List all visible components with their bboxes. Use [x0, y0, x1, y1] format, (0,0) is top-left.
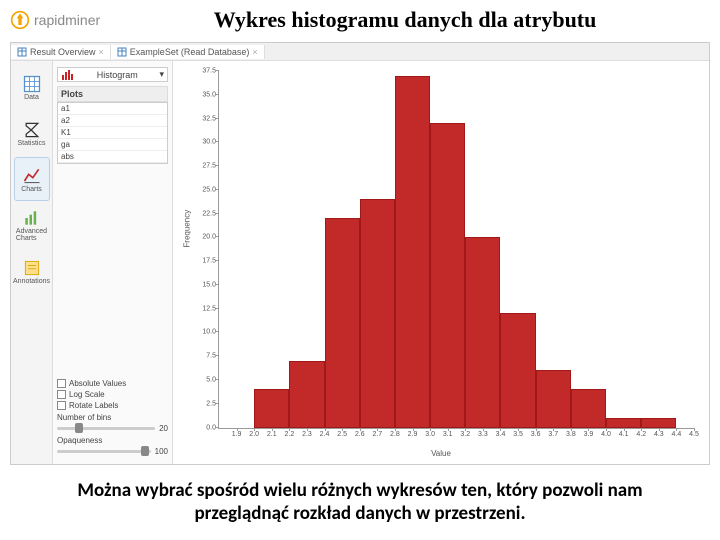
dropdown-value: Histogram [97, 70, 138, 80]
histogram-bar [536, 370, 571, 427]
histogram-bar [395, 76, 430, 428]
bins-value: 20 [159, 424, 168, 433]
app-body: Data Statistics Charts Advanced Charts A… [11, 61, 709, 464]
app-window: Result Overview × ExampleSet (Read Datab… [10, 42, 710, 465]
bins-slider-row: 20 [57, 424, 168, 433]
annotation-icon [22, 258, 42, 278]
tool-label: Advanced Charts [16, 228, 47, 242]
logo: rapidminer [10, 10, 100, 30]
chevron-down-icon: ▾ [159, 69, 164, 80]
tool-label: Statistics [17, 140, 45, 147]
y-tick-label: 27.5 [202, 163, 219, 170]
checkbox-icon [57, 401, 66, 410]
slide-footer-text: Można wybrać spośród wielu różnych wykre… [0, 471, 720, 540]
list-item[interactable]: a2 [58, 115, 167, 127]
y-tick-label: 30.0 [202, 139, 219, 146]
logo-text: rapidminer [34, 12, 100, 28]
list-item[interactable]: ga [58, 139, 167, 151]
checkbox-label: Rotate Labels [69, 401, 118, 410]
tab-exampleset[interactable]: ExampleSet (Read Database) × [111, 45, 265, 59]
close-icon[interactable]: × [99, 47, 104, 57]
histogram-bar [500, 313, 535, 427]
plots-list[interactable]: a1 a2 K1 ga abs [57, 102, 168, 164]
bins-slider[interactable] [57, 427, 155, 430]
tab-result-overview[interactable]: Result Overview × [11, 45, 111, 59]
data-icon [22, 74, 42, 94]
list-item[interactable]: a1 [58, 103, 167, 115]
histogram-bar [289, 361, 324, 428]
rotate-labels-checkbox[interactable]: Rotate Labels [57, 401, 168, 410]
histogram-bar [641, 418, 676, 428]
y-tick-label: 0.0 [206, 424, 219, 431]
close-icon[interactable]: × [252, 47, 257, 57]
checkbox-label: Absolute Values [69, 379, 126, 388]
histogram-bar [325, 218, 360, 427]
adv-chart-icon [22, 208, 42, 228]
checkbox-icon [57, 379, 66, 388]
y-tick-label: 12.5 [202, 305, 219, 312]
chart-area: Frequency Value 0.02.55.07.510.012.515.0… [173, 61, 709, 464]
checkbox-label: Log Scale [69, 390, 105, 399]
statistics-btn[interactable]: Statistics [14, 111, 50, 155]
y-tick-label: 7.5 [206, 353, 219, 360]
absolute-values-checkbox[interactable]: Absolute Values [57, 379, 168, 388]
charts-btn[interactable]: Charts [14, 157, 50, 201]
y-tick-label: 15.0 [202, 281, 219, 288]
histogram-bar [606, 418, 641, 428]
list-item[interactable]: abs [58, 151, 167, 163]
tool-label: Charts [21, 186, 42, 193]
bins-label: Number of bins [57, 413, 168, 422]
y-tick-label: 17.5 [202, 258, 219, 265]
y-tick-label: 20.0 [202, 234, 219, 241]
sigma-icon [22, 120, 42, 140]
histogram-icon [61, 70, 75, 80]
chart-icon [22, 166, 42, 186]
tab-label: Result Overview [30, 47, 96, 57]
annotations-btn[interactable]: Annotations [14, 249, 50, 293]
histogram-bar [465, 237, 500, 427]
tabs-row: Result Overview × ExampleSet (Read Datab… [11, 43, 709, 61]
log-scale-checkbox[interactable]: Log Scale [57, 390, 168, 399]
y-tick-label: 2.5 [206, 400, 219, 407]
config-panel: Histogram ▾ Plots a1 a2 K1 ga abs [53, 61, 173, 464]
histogram-bar [254, 389, 289, 427]
tool-label: Data [24, 94, 39, 101]
y-axis-label: Frequency [183, 210, 192, 248]
table-icon [17, 47, 27, 57]
tab-label: ExampleSet (Read Database) [130, 47, 250, 57]
y-tick-label: 25.0 [202, 186, 219, 193]
tool-label: Annotations [13, 278, 50, 285]
x-axis-label: Value [431, 449, 451, 458]
view-toolbar: Data Statistics Charts Advanced Charts A… [11, 61, 53, 464]
histogram-bar [360, 199, 395, 427]
y-tick-label: 10.0 [202, 329, 219, 336]
y-tick-label: 22.5 [202, 210, 219, 217]
plots-header: Plots [57, 86, 168, 102]
opaqueness-label: Opaqueness [57, 436, 168, 445]
chart-plot: 0.02.55.07.510.012.515.017.520.022.525.0… [218, 71, 694, 429]
opaqueness-slider[interactable] [57, 450, 151, 453]
histogram-bar [571, 389, 606, 427]
rapidminer-logo-icon [10, 10, 30, 30]
slide-title: Wykres histogramu danych dla atrybutu [100, 7, 710, 33]
opaqueness-slider-row: 100 [57, 447, 168, 456]
slide-header: rapidminer Wykres histogramu danych dla … [0, 0, 720, 40]
options-section: Absolute Values Log Scale Rotate Labels … [57, 377, 168, 456]
y-tick-label: 5.0 [206, 376, 219, 383]
y-tick-label: 32.5 [202, 115, 219, 122]
table-icon [117, 47, 127, 57]
histogram-bar [430, 123, 465, 427]
chart-style-dropdown[interactable]: Histogram ▾ [57, 67, 168, 82]
checkbox-icon [57, 390, 66, 399]
y-tick-label: 35.0 [202, 91, 219, 98]
advanced-charts-btn[interactable]: Advanced Charts [14, 203, 50, 247]
list-item[interactable]: K1 [58, 127, 167, 139]
data-btn[interactable]: Data [14, 65, 50, 109]
opaqueness-value: 100 [155, 447, 168, 456]
y-tick-label: 37.5 [202, 68, 219, 75]
